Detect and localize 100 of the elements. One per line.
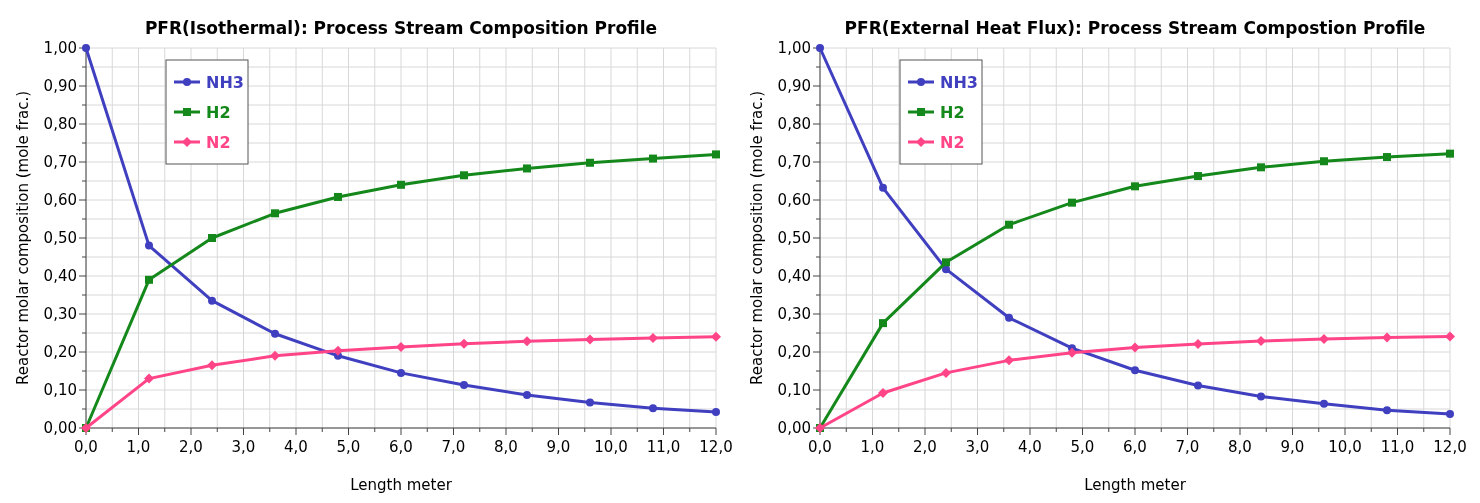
y-tick-label: 0,20	[777, 343, 811, 361]
point	[1256, 335, 1266, 346]
legend-label: H2	[206, 103, 231, 122]
y-tick-label: 1,00	[43, 39, 77, 57]
x-tick-label: 11,0	[646, 438, 681, 456]
point	[271, 329, 279, 338]
x-tick-label: 3,0	[965, 438, 990, 456]
point	[1319, 334, 1329, 345]
x-tick-label: 0,0	[808, 438, 832, 456]
x-tick-label: 4,0	[1018, 438, 1042, 456]
x-axis-title: Length meter	[350, 476, 453, 494]
point	[333, 345, 343, 356]
x-tick-label: 11,0	[1380, 438, 1415, 456]
point	[1005, 220, 1013, 229]
y-tick-label: 0,80	[43, 115, 77, 133]
y-tick-label: 0,10	[777, 381, 811, 399]
x-tick-label: 3,0	[231, 438, 256, 456]
point	[397, 180, 405, 189]
point	[1446, 409, 1454, 418]
point	[1131, 366, 1139, 375]
x-tick-label: 0,0	[74, 438, 98, 456]
point	[1445, 331, 1455, 342]
legend-label: N2	[206, 133, 231, 152]
point	[1194, 381, 1202, 390]
point	[586, 158, 594, 167]
point	[1193, 339, 1203, 350]
x-tick-label: 8,0	[494, 438, 518, 456]
point	[523, 164, 531, 173]
point	[145, 275, 153, 284]
point	[816, 44, 824, 52]
x-tick-label: 5,0	[1070, 438, 1095, 456]
x-tick-label: 6,0	[1123, 438, 1147, 456]
y-tick-label: 0,60	[43, 191, 77, 209]
point	[879, 319, 887, 328]
x-tick-label: 1,0	[860, 438, 885, 456]
y-tick-label: 0,30	[777, 305, 811, 323]
point	[1446, 149, 1454, 158]
y-tick-label: 0,40	[43, 267, 77, 285]
x-tick-label: 9,0	[546, 438, 571, 456]
point	[208, 234, 216, 242]
y-tick-label: 0,90	[43, 77, 77, 95]
legend-label: N2	[940, 133, 965, 152]
y-axis-title: Reactor molar composition (mole frac.)	[748, 90, 766, 386]
point	[879, 183, 887, 192]
x-tick-label: 10,0	[594, 438, 628, 456]
point	[942, 258, 950, 267]
x-tick-label: 6,0	[389, 438, 413, 456]
point	[460, 381, 468, 390]
y-tick-label: 0,90	[777, 77, 811, 95]
y-tick-label: 0,80	[777, 115, 811, 133]
point	[334, 192, 342, 201]
point	[1131, 182, 1139, 191]
point	[1257, 392, 1265, 401]
point	[145, 241, 153, 250]
point	[1194, 172, 1202, 181]
x-tick-label: 1,0	[126, 438, 151, 456]
point	[1383, 153, 1391, 162]
chart-title: PFR(Isothermal): Process Stream Composition Profile	[144, 18, 658, 38]
x-tick-label: 10,0	[1328, 438, 1362, 456]
y-tick-label: 0,50	[777, 229, 811, 247]
point	[1067, 347, 1077, 358]
y-tick-label: 0,00	[777, 419, 811, 437]
point	[648, 332, 658, 343]
y-tick-label: 0,30	[43, 305, 77, 323]
x-tick-label: 12,0	[699, 438, 733, 456]
point	[1068, 198, 1076, 207]
y-tick-label: 0,70	[43, 153, 77, 171]
y-tick-label: 0,00	[43, 419, 77, 437]
point	[1320, 157, 1328, 166]
x-tick-label: 8,0	[1228, 438, 1252, 456]
point	[1130, 342, 1140, 353]
point	[271, 209, 279, 218]
y-tick-label: 0,10	[43, 381, 77, 399]
point	[586, 398, 594, 407]
point	[207, 360, 217, 371]
legend-label: NH3	[206, 73, 244, 92]
x-tick-label: 7,0	[1175, 438, 1200, 456]
point	[1320, 399, 1328, 408]
point	[144, 373, 154, 384]
point	[649, 404, 657, 413]
x-axis-title: Length meter	[1084, 476, 1187, 494]
y-tick-label: 0,60	[777, 191, 811, 209]
point	[585, 334, 595, 345]
y-tick-label: 0,50	[43, 229, 77, 247]
point	[712, 150, 720, 159]
point	[1383, 406, 1391, 415]
point	[1004, 355, 1014, 366]
x-tick-label: 2,0	[913, 438, 937, 456]
y-tick-label: 0,70	[777, 153, 811, 171]
legend-label: H2	[940, 103, 965, 122]
point	[270, 350, 280, 361]
point	[1257, 163, 1265, 172]
point	[396, 342, 406, 353]
point	[459, 338, 469, 349]
point	[941, 367, 951, 378]
point	[649, 154, 657, 163]
point	[397, 368, 405, 377]
point	[711, 331, 721, 342]
x-tick-label: 7,0	[441, 438, 466, 456]
y-tick-label: 0,20	[43, 343, 77, 361]
